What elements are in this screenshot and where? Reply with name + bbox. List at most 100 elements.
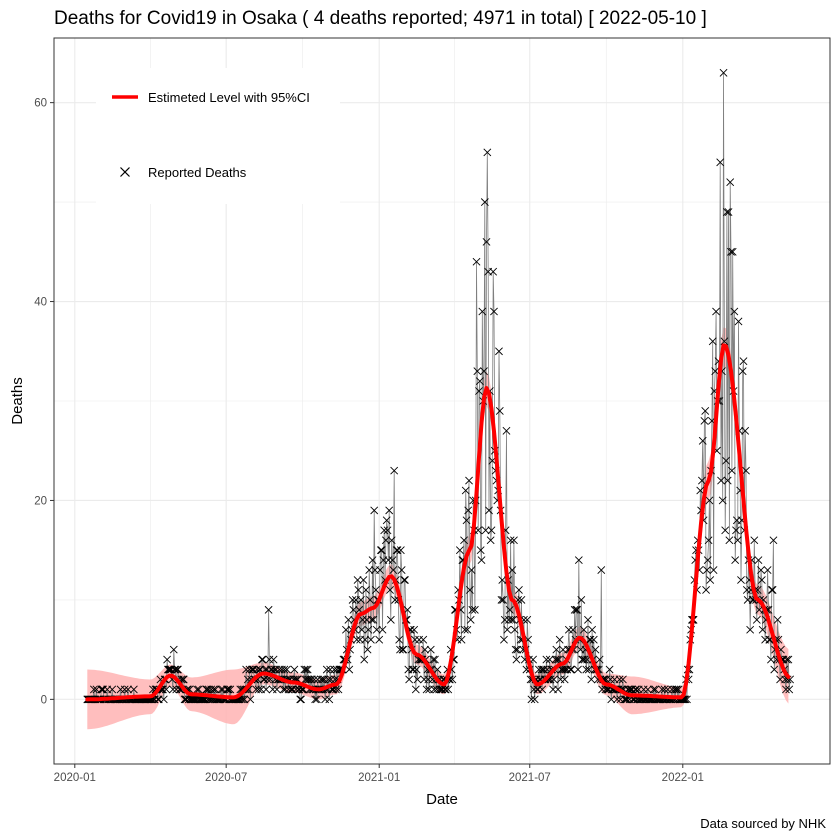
reported-point xyxy=(317,675,325,684)
reported-point xyxy=(752,615,761,624)
reported-point xyxy=(223,685,231,694)
reported-point xyxy=(390,466,399,475)
reported-point xyxy=(356,595,365,604)
reported-point xyxy=(467,566,476,574)
reported-point xyxy=(696,486,705,495)
reported-point xyxy=(372,625,381,634)
reported-point xyxy=(409,665,418,674)
reported-point xyxy=(586,635,595,644)
reported-point xyxy=(304,675,313,684)
reported-point xyxy=(727,466,736,475)
reported-point xyxy=(466,615,475,624)
reported-point xyxy=(721,526,730,535)
reported-point xyxy=(463,625,472,634)
y-tick-label: 20 xyxy=(34,495,47,507)
reported-point xyxy=(763,566,772,574)
reported-point xyxy=(345,665,354,674)
reported-point xyxy=(342,625,350,634)
reported-point xyxy=(371,586,380,594)
reported-point xyxy=(359,576,368,584)
reported-point xyxy=(398,645,407,654)
reported-point xyxy=(605,665,614,674)
reported-point xyxy=(658,685,666,694)
reported-point xyxy=(295,685,304,694)
reported-point xyxy=(387,536,396,545)
reported-point xyxy=(556,675,565,684)
reported-point xyxy=(487,526,496,535)
reported-point xyxy=(474,526,483,535)
reported-point xyxy=(400,576,409,584)
reported-point xyxy=(108,685,117,694)
reported-point xyxy=(349,605,358,614)
reported-point xyxy=(737,576,745,584)
reported-point xyxy=(300,665,309,674)
reported-point xyxy=(327,675,335,684)
reported-point xyxy=(399,645,408,654)
reported-point xyxy=(444,685,453,694)
reported-point xyxy=(727,247,735,256)
reported-point xyxy=(724,208,733,216)
reported-point xyxy=(549,675,558,684)
reported-point xyxy=(395,635,404,644)
reported-point xyxy=(264,605,273,614)
reported-point xyxy=(382,516,391,525)
reported-point xyxy=(455,546,464,555)
legend xyxy=(96,68,340,204)
reported-point xyxy=(441,685,450,694)
reported-point xyxy=(401,576,409,584)
reported-point xyxy=(366,635,375,644)
reported-point xyxy=(582,665,591,674)
reported-point xyxy=(502,426,511,435)
reported-point xyxy=(265,655,274,664)
reported-point xyxy=(674,685,683,694)
reported-point xyxy=(163,655,172,664)
reported-point xyxy=(670,685,679,694)
reported-point xyxy=(376,546,385,555)
reported-point xyxy=(723,476,732,485)
reported-point xyxy=(290,665,299,674)
reported-point xyxy=(364,625,373,634)
reported-point xyxy=(649,685,658,694)
reported-point xyxy=(486,536,495,545)
reported-point xyxy=(499,595,508,604)
reported-point xyxy=(262,685,271,694)
reported-point xyxy=(719,68,728,77)
reported-point xyxy=(422,685,431,694)
reported-point xyxy=(465,586,474,594)
reported-point xyxy=(193,685,201,694)
reported-point xyxy=(353,576,362,584)
reported-point xyxy=(628,685,636,694)
reported-point xyxy=(361,586,370,594)
reported-point xyxy=(188,695,196,704)
legend-key-reported xyxy=(120,167,130,177)
reported-point xyxy=(717,476,725,485)
reported-point xyxy=(683,695,691,704)
reported-point xyxy=(249,665,258,674)
reported-point xyxy=(194,685,203,694)
reported-point xyxy=(587,675,596,684)
reported-point xyxy=(377,546,386,555)
reported-point xyxy=(746,625,755,634)
reported-point xyxy=(413,675,422,684)
reported-point xyxy=(272,665,280,674)
reported-point xyxy=(782,685,790,694)
reported-point xyxy=(513,645,522,654)
reported-point xyxy=(570,605,579,614)
reported-point xyxy=(258,655,267,664)
reported-point xyxy=(284,685,293,694)
reported-point xyxy=(709,566,718,574)
reported-point xyxy=(154,695,162,704)
reported-point xyxy=(460,536,468,545)
reported-point xyxy=(701,407,710,415)
reported-point xyxy=(358,615,367,624)
reported-point xyxy=(307,675,316,684)
caption: Data sourced by NHK xyxy=(700,816,826,831)
estimate-series xyxy=(85,343,791,702)
panel-border xyxy=(53,37,831,765)
reported-point xyxy=(651,685,660,694)
reported-point xyxy=(282,665,291,674)
reported-point xyxy=(495,407,504,415)
reported-point xyxy=(326,665,335,674)
reported-point xyxy=(769,536,778,545)
reported-point xyxy=(726,178,735,187)
